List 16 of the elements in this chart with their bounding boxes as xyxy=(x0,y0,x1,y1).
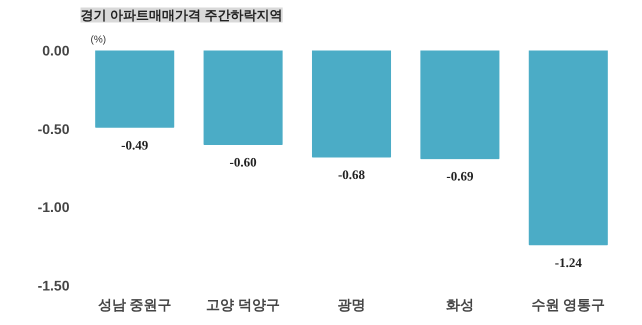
text: (%) xyxy=(90,34,106,46)
x-tick-label: 화성 xyxy=(446,296,474,312)
x-tick-label: 고양 덕양구 xyxy=(206,296,280,312)
x-tick-label: 광명 xyxy=(338,296,366,312)
data-label: -1.24 xyxy=(554,254,582,270)
data-label: -0.49 xyxy=(121,137,149,152)
x-tick-label: 수원 영통구 xyxy=(531,296,606,312)
data-label: -0.69 xyxy=(446,168,474,184)
data-label: -0.68 xyxy=(338,167,366,182)
data-label: -0.60 xyxy=(230,154,257,170)
y-tick-label: 0.00 xyxy=(42,42,70,58)
y-tick-label: -1.50 xyxy=(38,278,70,294)
y-tick-label: -1.00 xyxy=(38,199,70,216)
y-tick-label: -0.50 xyxy=(38,120,70,137)
x-tick-label: 성남 중원구 xyxy=(98,296,172,312)
chart-title: 경기 아파트매매가격 주간하락지역 xyxy=(80,8,283,22)
